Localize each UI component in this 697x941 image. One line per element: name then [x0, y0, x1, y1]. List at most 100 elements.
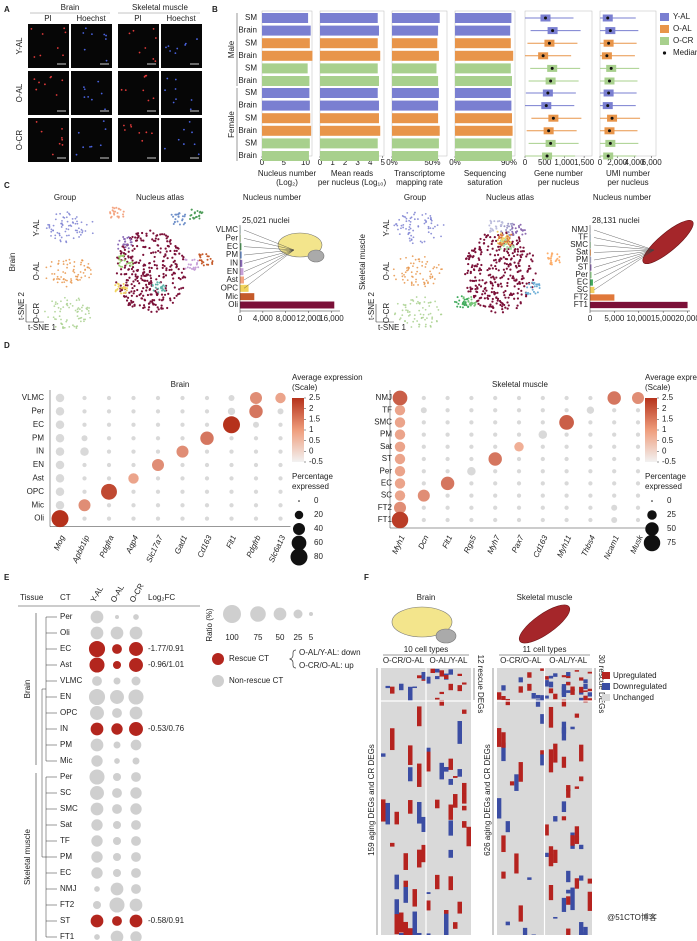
cell-type-label: IN — [60, 724, 68, 733]
heatmap-cell — [385, 685, 390, 689]
subtitle: 11 cell types — [523, 645, 567, 654]
nucleus-spot — [55, 94, 58, 96]
x-tick-label: 16,000 — [319, 314, 344, 323]
expression-dot — [278, 516, 283, 521]
nucleus-spot — [132, 29, 135, 32]
bar — [320, 113, 379, 124]
tsne-point — [474, 279, 478, 282]
tsne-point — [513, 297, 516, 300]
expression-dot — [564, 432, 569, 437]
tsne-point — [458, 299, 461, 302]
tsne-point — [142, 294, 145, 297]
heatmap-cell — [501, 696, 506, 701]
expression-dot — [155, 395, 161, 401]
heatmap-cell — [574, 713, 580, 718]
pointer — [593, 244, 655, 251]
expression-dot — [421, 420, 426, 425]
expression-dot — [106, 436, 112, 441]
tsne-point — [521, 275, 524, 278]
ratio-dot — [88, 640, 106, 658]
tsne-point — [479, 272, 482, 275]
tsne-point — [77, 307, 80, 309]
tsne-point — [496, 291, 499, 294]
tsne-point — [516, 270, 519, 274]
tsne-point — [133, 261, 137, 264]
tsne-point — [86, 306, 89, 309]
tsne-point — [421, 241, 424, 244]
tsne-point — [56, 231, 59, 234]
heatmap-cell — [390, 686, 395, 694]
tsne-point — [412, 265, 414, 268]
median-dot — [607, 41, 611, 45]
x-tick-label: 4,000 — [624, 158, 645, 167]
tsne-point — [418, 309, 421, 312]
tsne-point — [556, 253, 559, 256]
micrograph — [71, 24, 112, 68]
tsne-point — [424, 266, 427, 268]
expression-dot — [394, 478, 406, 489]
expression-dot — [278, 476, 283, 481]
tsne-point — [62, 263, 65, 265]
tsne-point — [86, 266, 89, 269]
sex-label: Male — [227, 40, 236, 58]
tsne-point — [173, 286, 176, 289]
nucleus-spot — [84, 27, 87, 30]
bar — [262, 38, 310, 49]
tsne-point — [409, 220, 412, 223]
tsne-point — [468, 303, 471, 306]
color-scale — [645, 398, 657, 462]
cell-type-label: Per — [576, 270, 589, 279]
heatmap-cell — [548, 706, 554, 728]
heatmap-cell — [574, 826, 580, 844]
tsne-point — [88, 276, 91, 279]
legend-tick-label: 25 — [294, 633, 303, 642]
legend-label: O-CR — [673, 36, 694, 45]
expression-dot — [421, 456, 426, 462]
tsne-point — [58, 232, 61, 235]
nucleus-spot — [61, 138, 64, 141]
tsne-point — [148, 262, 151, 265]
tsne-point — [419, 272, 422, 275]
expression-dot — [421, 505, 426, 510]
tsne-point — [153, 299, 156, 302]
expression-dot — [493, 505, 498, 510]
tsne-point — [135, 295, 139, 298]
tsne-point — [84, 313, 87, 316]
tsne-point — [193, 258, 196, 261]
tsne-point — [81, 259, 84, 262]
nucleus-spot — [75, 153, 78, 156]
tissue-label: Brain — [23, 680, 32, 699]
expression-dot — [394, 404, 406, 416]
tsne-point — [209, 257, 212, 260]
tsne-point — [469, 290, 472, 293]
tsne-point — [126, 236, 129, 239]
heatmap-cell — [381, 799, 386, 822]
median-dot — [606, 16, 610, 20]
heatmap-cell — [566, 681, 571, 686]
nucleus-spot — [188, 121, 191, 123]
expression-dot — [631, 391, 645, 405]
cell-type-label: FT2 — [574, 293, 589, 302]
tsne-point — [495, 302, 498, 305]
tsne-point — [427, 225, 430, 228]
tsne-point — [173, 249, 176, 252]
tsne-point — [533, 281, 536, 284]
nucleus-spot — [120, 88, 123, 91]
tsne-point — [483, 292, 487, 295]
legend-tick-label: 75 — [254, 633, 263, 642]
tsne-point — [408, 311, 411, 313]
tsne-point — [512, 292, 515, 295]
expression-dot — [445, 493, 450, 498]
heatmap-cell — [448, 669, 453, 675]
legend-tick-label: 25 — [667, 510, 676, 519]
tsne-point — [434, 300, 437, 303]
x-tick-label: 6,000 — [642, 158, 663, 167]
tsne-point — [160, 307, 163, 310]
tsne-point — [505, 229, 508, 232]
tsne-point — [127, 243, 130, 246]
tsne-point — [127, 262, 130, 265]
tsne-point — [131, 259, 134, 262]
tsne-point — [198, 214, 201, 217]
ratio-dot — [112, 868, 122, 878]
tsne-point — [61, 223, 64, 226]
